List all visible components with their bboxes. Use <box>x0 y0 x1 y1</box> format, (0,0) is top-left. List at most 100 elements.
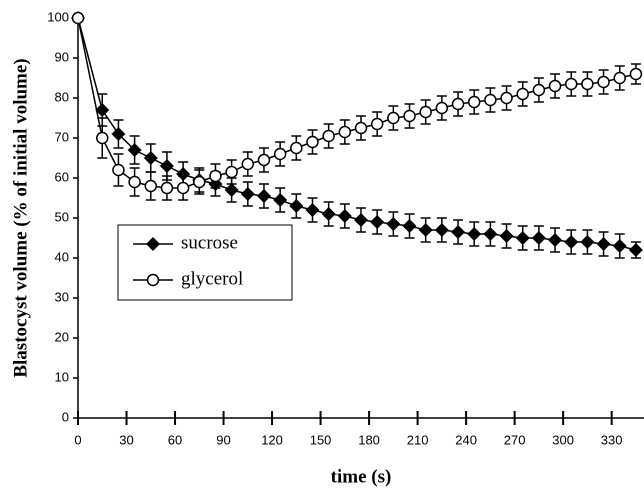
marker <box>241 157 255 171</box>
marker <box>159 159 174 173</box>
marker <box>96 131 109 145</box>
marker <box>613 71 626 85</box>
series-line <box>77 17 637 189</box>
marker <box>160 181 174 195</box>
x-axis-title: time (s) <box>331 466 392 487</box>
marker <box>419 105 432 119</box>
marker <box>176 167 191 181</box>
marker <box>467 95 481 109</box>
marker <box>612 239 627 253</box>
marker <box>95 103 110 117</box>
marker <box>273 147 287 161</box>
x-tick-label: 0 <box>74 432 81 447</box>
y-tick-label: 100 <box>47 9 69 24</box>
marker <box>548 233 563 247</box>
series <box>71 11 643 259</box>
y-tick-label: 40 <box>55 249 69 264</box>
x-tick-label: 210 <box>407 432 429 447</box>
series-line <box>77 17 637 251</box>
y-tick-label: 90 <box>55 49 69 64</box>
marker <box>354 213 368 227</box>
x-tick-label: 270 <box>504 432 526 447</box>
marker <box>225 165 238 179</box>
marker <box>629 67 643 81</box>
marker <box>305 203 320 217</box>
legend-box <box>117 224 293 301</box>
marker <box>531 231 546 245</box>
marker <box>580 235 595 249</box>
legend-label: glycerol <box>181 268 243 289</box>
marker <box>209 169 222 183</box>
y-tick-label: 20 <box>55 329 69 344</box>
marker <box>500 91 513 105</box>
y-tick-label: 50 <box>55 209 69 224</box>
y-tick-label: 80 <box>55 89 69 104</box>
marker <box>321 207 336 221</box>
marker <box>338 125 352 139</box>
x-tick-label: 150 <box>310 432 332 447</box>
marker <box>628 243 643 257</box>
marker <box>146 273 160 287</box>
marker <box>434 223 449 237</box>
marker <box>435 101 449 115</box>
marker <box>548 79 562 93</box>
y-axis-title: Blastocyst volume (% of initial volume) <box>10 58 31 377</box>
y-tick-label: 10 <box>55 369 69 384</box>
marker <box>127 143 142 157</box>
x-tick-label: 30 <box>119 432 133 447</box>
x-tick-label: 330 <box>601 432 623 447</box>
x-tick-label: 180 <box>358 432 380 447</box>
marker <box>596 237 611 251</box>
marker <box>337 209 352 223</box>
marker <box>111 127 126 141</box>
x-tick-label: 240 <box>455 432 477 447</box>
marker <box>290 141 303 155</box>
x-tick-label: 120 <box>261 432 283 447</box>
marker <box>71 11 85 25</box>
marker <box>273 193 288 207</box>
legend: sucrose glycerol <box>117 224 293 301</box>
marker <box>322 129 335 143</box>
marker <box>451 97 465 111</box>
marker <box>467 227 482 241</box>
y-tick-label: 70 <box>55 129 69 144</box>
marker <box>193 175 206 189</box>
marker <box>484 93 497 107</box>
marker <box>306 135 319 149</box>
marker <box>256 189 271 203</box>
marker <box>354 121 368 135</box>
marker <box>418 223 433 237</box>
marker <box>257 153 271 167</box>
marker <box>581 77 594 91</box>
marker <box>289 199 304 213</box>
marker <box>387 111 400 125</box>
marker <box>144 179 158 193</box>
marker <box>564 235 579 249</box>
marker <box>402 219 417 233</box>
marker <box>483 227 498 241</box>
y-tick-label: 30 <box>55 289 69 304</box>
marker <box>532 83 546 97</box>
marker <box>499 229 514 243</box>
marker <box>128 175 141 189</box>
marker <box>597 75 610 89</box>
marker <box>386 217 401 231</box>
marker <box>176 181 190 195</box>
x-tick-label: 60 <box>168 432 182 447</box>
marker <box>240 187 255 201</box>
y-tick-label: 0 <box>62 409 69 424</box>
x-tick-label: 90 <box>216 432 230 447</box>
marker <box>403 109 416 123</box>
marker <box>146 237 160 251</box>
marker <box>112 163 125 177</box>
marker <box>451 225 466 239</box>
marker <box>515 231 530 245</box>
y-tick-label: 60 <box>55 169 69 184</box>
legend-label: sucrose <box>181 232 238 253</box>
marker <box>370 215 385 229</box>
marker <box>224 183 239 197</box>
marker <box>143 151 158 165</box>
x-tick-label: 300 <box>552 432 574 447</box>
series <box>71 11 643 201</box>
marker <box>370 117 384 131</box>
